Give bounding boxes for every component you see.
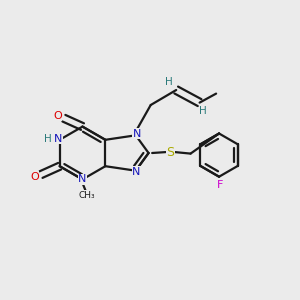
Text: N: N	[78, 174, 87, 184]
Text: O: O	[53, 111, 62, 121]
Text: H: H	[44, 134, 52, 144]
Text: F: F	[217, 180, 223, 190]
Text: O: O	[30, 172, 39, 182]
Text: H: H	[199, 106, 207, 116]
Text: N: N	[132, 129, 141, 139]
Text: CH₃: CH₃	[79, 190, 95, 200]
Text: N: N	[132, 167, 140, 177]
Text: N: N	[54, 134, 62, 144]
Text: H: H	[165, 76, 172, 87]
Text: S: S	[166, 146, 174, 159]
